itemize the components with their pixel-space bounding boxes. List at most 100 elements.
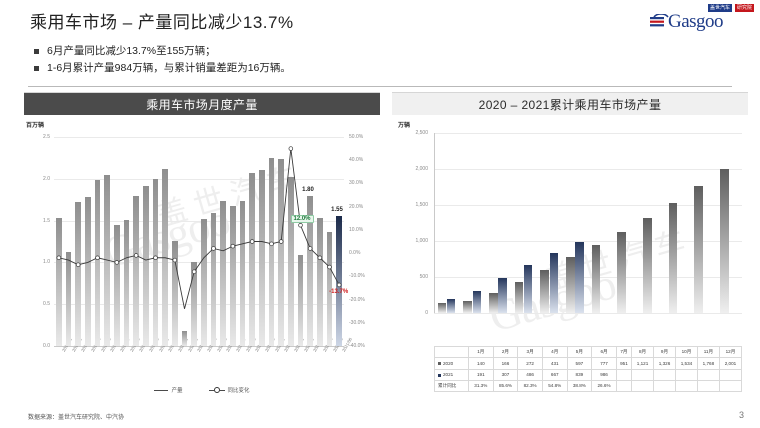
gridline [54, 137, 344, 138]
table-cell: 597 [566, 357, 593, 370]
gridline [434, 241, 742, 242]
bar [719, 168, 729, 313]
table-cell: 839 [566, 368, 593, 381]
y-axis-tick: 1.5 [43, 217, 50, 224]
bar [617, 232, 626, 313]
y2-axis-tick: 0.0% [349, 250, 361, 257]
table-cell [653, 368, 676, 381]
table-cell [696, 379, 720, 393]
table-cell: 38.8% [566, 379, 593, 393]
bar [694, 185, 703, 313]
bar [326, 232, 333, 346]
table-cell: 431 [541, 357, 568, 370]
table-cell [696, 368, 720, 381]
table-cell [718, 368, 743, 381]
bar [152, 178, 159, 346]
table-column-header: 1月 [468, 346, 494, 359]
chart-header-cumulative: 2020 – 2021累计乘用车市场产量 [392, 92, 748, 115]
bar [336, 216, 343, 346]
bar [488, 293, 498, 313]
y2-axis-tick: -10.0% [349, 273, 365, 280]
bar [297, 254, 304, 346]
table-cell: 2,001 [718, 357, 743, 370]
table-cell: 54.8% [541, 379, 568, 393]
gridline [54, 262, 344, 264]
bar [113, 224, 120, 346]
table-cell [674, 379, 698, 393]
bar [55, 218, 62, 346]
bar [287, 177, 294, 346]
data-label: -13.7% [329, 288, 349, 295]
table-row-header: 累计同比 [434, 379, 469, 393]
bullet-text: 1-6月累计产量984万辆，与累计销量差距为16万辆。 [47, 62, 291, 74]
chart-panel-cumulative: 2020 – 2021累计乘用车市场产量 盖世汽车 Gasgoo 万辆 1月2月… [392, 92, 748, 398]
chart-legend: 产量 同比变化 [24, 386, 380, 394]
bar [94, 179, 101, 346]
logo-tagline: 盖世汽车 研究院 [650, 4, 754, 12]
table-cell: 26.6% [591, 379, 617, 393]
table-column-header: 3月 [517, 346, 543, 359]
table-row: 2020 140 166 272 431 597 777 951 1,121 1,326 1,534… [434, 357, 743, 370]
table-cell: 777 [591, 357, 617, 370]
table-header-row: 1月 2月 3月 4月 5月 6月 7月 8月 9月 10月 11月 12月 [434, 346, 743, 359]
table-cell [718, 379, 743, 393]
page-title: 乘用车市场 – 产量同比减少13.7% [30, 13, 294, 32]
bar [191, 262, 198, 346]
bullet-text: 6月产量同比减少13.7%至155万辆； [47, 45, 216, 57]
bar [316, 218, 323, 346]
list-item: 1-6月累计产量984万辆，与累计销量差距为16万辆。 [34, 61, 291, 75]
gridline [434, 169, 742, 170]
bar [210, 213, 217, 346]
bar [575, 242, 584, 313]
y2-axis-tick: 20.0% [349, 203, 364, 210]
table-cell: 486 [517, 368, 543, 381]
y2-axis-tick: 10.0% [349, 226, 364, 233]
y-axis-tick: 0 [425, 310, 428, 316]
y2-axis-tick: -30.0% [349, 319, 365, 326]
y-axis-tick: 2.5 [43, 134, 50, 140]
bar [75, 202, 82, 346]
table-cell: 1,534 [674, 357, 698, 370]
table-cell: 951 [615, 357, 633, 370]
bar [591, 244, 601, 313]
y-axis-line [434, 133, 435, 313]
bar [307, 195, 314, 346]
chart-plot-cumulative: 盖世汽车 Gasgoo 万辆 1月2月3月4月5月6月7月8月9月10月11月1… [392, 115, 748, 398]
table-cell [631, 379, 655, 393]
y-axis-tick: 2,500 [415, 130, 428, 136]
bar [540, 270, 549, 313]
logo-wordmark: Gasgoo [668, 11, 724, 32]
gridline [434, 313, 742, 314]
table-cell [653, 379, 676, 393]
table-cell: 1,121 [631, 357, 655, 370]
gridline [434, 205, 742, 206]
table-cell: 166 [492, 357, 519, 370]
chart-header-monthly: 乘用车市场月度产量 [24, 92, 380, 115]
bar [229, 206, 236, 346]
bar [200, 218, 207, 346]
bar [171, 240, 178, 346]
bullet-list: 6月产量同比减少13.7%至155万辆； 1-6月累计产量984万辆，与累计销量… [34, 44, 291, 78]
bar [249, 172, 256, 346]
y-axis-tick: 2,000 [415, 166, 428, 172]
table-cell [674, 368, 698, 381]
bar [565, 257, 575, 313]
table-column-header: 10月 [674, 346, 698, 359]
x-axis-line [54, 346, 344, 347]
bar [498, 278, 507, 313]
y2-axis-tick: 30.0% [349, 180, 364, 187]
table-cell: 191 [468, 368, 494, 381]
chart-panel-monthly: 乘用车市场月度产量 盖世汽车 Gasgoo 百万辆 产量 同比变化 2.5 2.0… [24, 92, 380, 398]
bar [278, 158, 285, 346]
bar [258, 170, 265, 346]
y-axis-tick: 0.5 [43, 301, 50, 308]
y-axis-unit: 万辆 [398, 123, 411, 129]
legend-bar-icon [154, 389, 169, 391]
table-cell: 307 [492, 368, 519, 381]
bar [463, 301, 472, 313]
y2-axis-tick: 40.0% [349, 157, 364, 164]
legend-label: 同比变化 [227, 388, 250, 394]
table-column-header: 11月 [696, 346, 720, 359]
gridline [434, 133, 742, 134]
y-axis-tick: 0.0 [43, 343, 50, 349]
